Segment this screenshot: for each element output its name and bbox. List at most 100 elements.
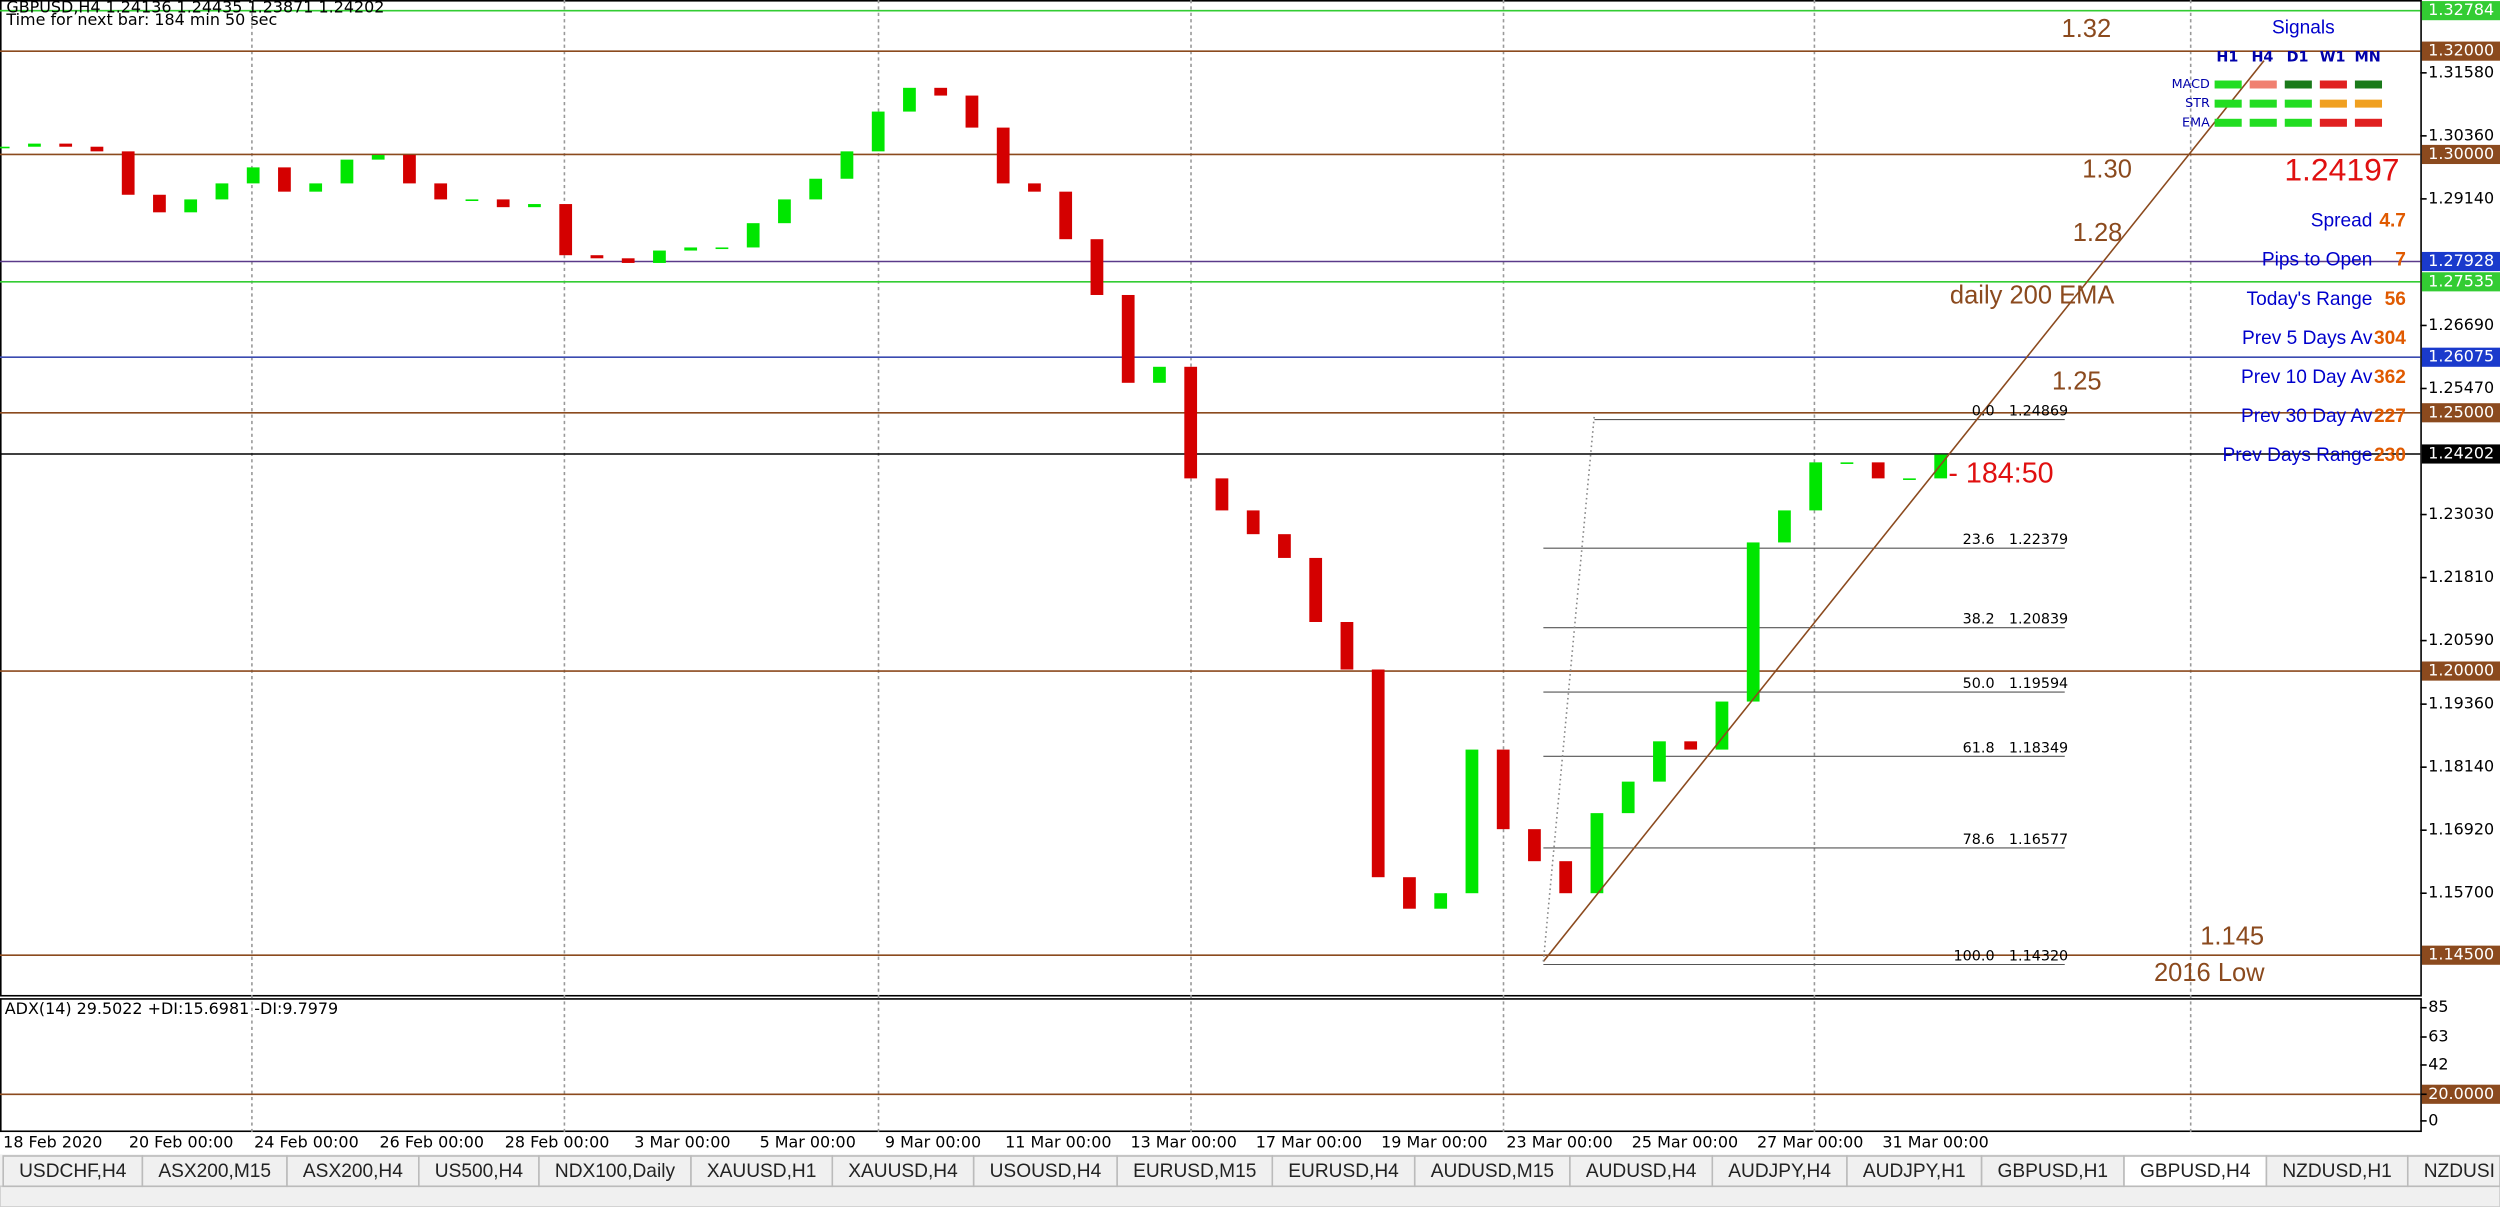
info-label: Prev Days Range bbox=[2223, 445, 2373, 466]
tab[interactable] bbox=[538, 1155, 692, 1188]
candle bbox=[496, 199, 510, 208]
candle bbox=[1090, 239, 1104, 295]
candle bbox=[1153, 366, 1166, 383]
tab-label[interactable]: ASX200,H4 bbox=[303, 1161, 403, 1182]
tab[interactable] bbox=[2406, 1155, 2500, 1188]
candle bbox=[871, 111, 885, 152]
tab-label[interactable]: USOUSD,H4 bbox=[990, 1161, 1102, 1182]
tab[interactable] bbox=[1846, 1155, 1983, 1188]
fib-price: 1.20839 bbox=[2009, 612, 2068, 628]
price-box-label: 1.27535 bbox=[2428, 271, 2494, 290]
x-tick-label: 19 Mar 00:00 bbox=[1381, 1133, 1487, 1152]
price-box-label: 1.30000 bbox=[2428, 144, 2494, 163]
candle bbox=[1590, 813, 1604, 894]
tab-label[interactable]: USDCHF,H4 bbox=[19, 1161, 127, 1182]
price-box bbox=[2421, 1, 2500, 21]
tab-label[interactable]: US500,H4 bbox=[435, 1161, 524, 1182]
tab-label[interactable]: GBPUSD,H4 bbox=[2140, 1161, 2251, 1182]
candle bbox=[309, 183, 323, 192]
tab[interactable] bbox=[141, 1155, 288, 1188]
tab-label[interactable]: AUDUSD,H4 bbox=[1586, 1161, 1697, 1182]
candle bbox=[28, 143, 41, 147]
price-box bbox=[2421, 661, 2500, 681]
annotation: 2016 Low bbox=[2154, 959, 2265, 987]
candle bbox=[1903, 478, 1916, 480]
tab[interactable] bbox=[1271, 1155, 1416, 1188]
tab-label[interactable]: AUDJPY,H4 bbox=[1728, 1161, 1831, 1182]
x-tick-label: 18 Feb 2020 bbox=[3, 1133, 102, 1152]
info-value: 7 bbox=[2395, 250, 2406, 271]
price-box bbox=[2421, 347, 2500, 367]
signal-cell bbox=[2284, 118, 2312, 127]
price-box bbox=[2421, 144, 2500, 165]
annotation: 1.25 bbox=[2052, 367, 2102, 395]
tab[interactable] bbox=[1116, 1155, 1274, 1188]
fib-level: 78.6 bbox=[1963, 832, 1995, 848]
tab[interactable] bbox=[1711, 1155, 1848, 1188]
tab[interactable] bbox=[2123, 1155, 2268, 1188]
y-tick-label: 1.25470 bbox=[2428, 378, 2494, 397]
y-tick-label: 1.23030 bbox=[2428, 504, 2494, 523]
price-box-label: 1.24202 bbox=[2428, 443, 2494, 462]
candle bbox=[1621, 781, 1635, 814]
candle bbox=[1684, 741, 1698, 750]
candle bbox=[1653, 741, 1666, 782]
y-tick-label: 1.21810 bbox=[2428, 567, 2494, 586]
tab[interactable] bbox=[690, 1155, 834, 1188]
candle bbox=[1278, 534, 1291, 558]
y-tick-label: 1.19360 bbox=[2428, 694, 2494, 713]
candle bbox=[403, 154, 416, 184]
tab-label[interactable]: EURUSD,M15 bbox=[1133, 1161, 1256, 1182]
info-value: 4.7 bbox=[2379, 211, 2406, 232]
tab-label[interactable]: XAUUSD,H1 bbox=[707, 1161, 816, 1182]
fib-level: 61.8 bbox=[1963, 740, 1995, 756]
candle bbox=[1246, 510, 1260, 535]
y-tick-label: 1.18140 bbox=[2428, 757, 2494, 776]
candle bbox=[778, 199, 791, 224]
tab[interactable] bbox=[831, 1155, 975, 1188]
candle bbox=[1121, 294, 1135, 383]
fib-price: 1.18349 bbox=[2009, 740, 2068, 756]
tab-label[interactable]: ASX200,M15 bbox=[158, 1161, 271, 1182]
candle bbox=[996, 127, 1010, 184]
tab-label[interactable]: GBPUSD,H1 bbox=[1998, 1161, 2109, 1182]
signal-cell bbox=[2284, 99, 2312, 108]
x-tick-label: 27 Mar 00:00 bbox=[1757, 1133, 1863, 1152]
x-tick-label: 13 Mar 00:00 bbox=[1130, 1133, 1236, 1152]
candle bbox=[559, 204, 573, 256]
signal-col: H4 bbox=[2251, 49, 2273, 65]
candle bbox=[1434, 893, 1448, 909]
x-tick-label: 31 Mar 00:00 bbox=[1882, 1133, 1988, 1152]
tab[interactable] bbox=[286, 1155, 420, 1188]
tab-label[interactable]: NZDUSI bbox=[2424, 1161, 2495, 1182]
main-frame bbox=[0, 0, 2422, 997]
tab[interactable] bbox=[1980, 1155, 2125, 1188]
candle bbox=[121, 151, 135, 195]
tab-label[interactable]: EURUSD,H4 bbox=[1288, 1161, 1399, 1182]
signal-cell bbox=[2284, 80, 2312, 89]
x-tick-label: 3 Mar 00:00 bbox=[634, 1133, 730, 1152]
fib-price: 1.22379 bbox=[2009, 532, 2068, 548]
price-box bbox=[2421, 403, 2500, 423]
tab-label[interactable]: NZDUSD,H1 bbox=[2282, 1161, 2391, 1182]
info-value: 230 bbox=[2374, 445, 2406, 466]
signal-col: H1 bbox=[2216, 49, 2238, 65]
signal-cell bbox=[2319, 118, 2347, 127]
tab-label[interactable]: NDX100,Daily bbox=[555, 1161, 676, 1182]
candle bbox=[465, 199, 479, 202]
annotation: 1.28 bbox=[2073, 219, 2123, 247]
candle bbox=[434, 183, 448, 200]
candle bbox=[1746, 542, 1760, 702]
tab-label[interactable]: AUDJPY,H1 bbox=[1863, 1161, 1966, 1182]
info-label: Prev 30 Day Av bbox=[2241, 406, 2373, 427]
tab[interactable] bbox=[1569, 1155, 1714, 1188]
candle bbox=[340, 159, 354, 184]
tab-label[interactable]: AUDUSD,M15 bbox=[1431, 1161, 1554, 1182]
tab[interactable] bbox=[2, 1155, 144, 1188]
candle bbox=[684, 247, 698, 251]
signal-cell bbox=[2214, 118, 2242, 127]
candle bbox=[1028, 183, 1041, 192]
tab-label[interactable]: XAUUSD,H4 bbox=[848, 1161, 958, 1182]
